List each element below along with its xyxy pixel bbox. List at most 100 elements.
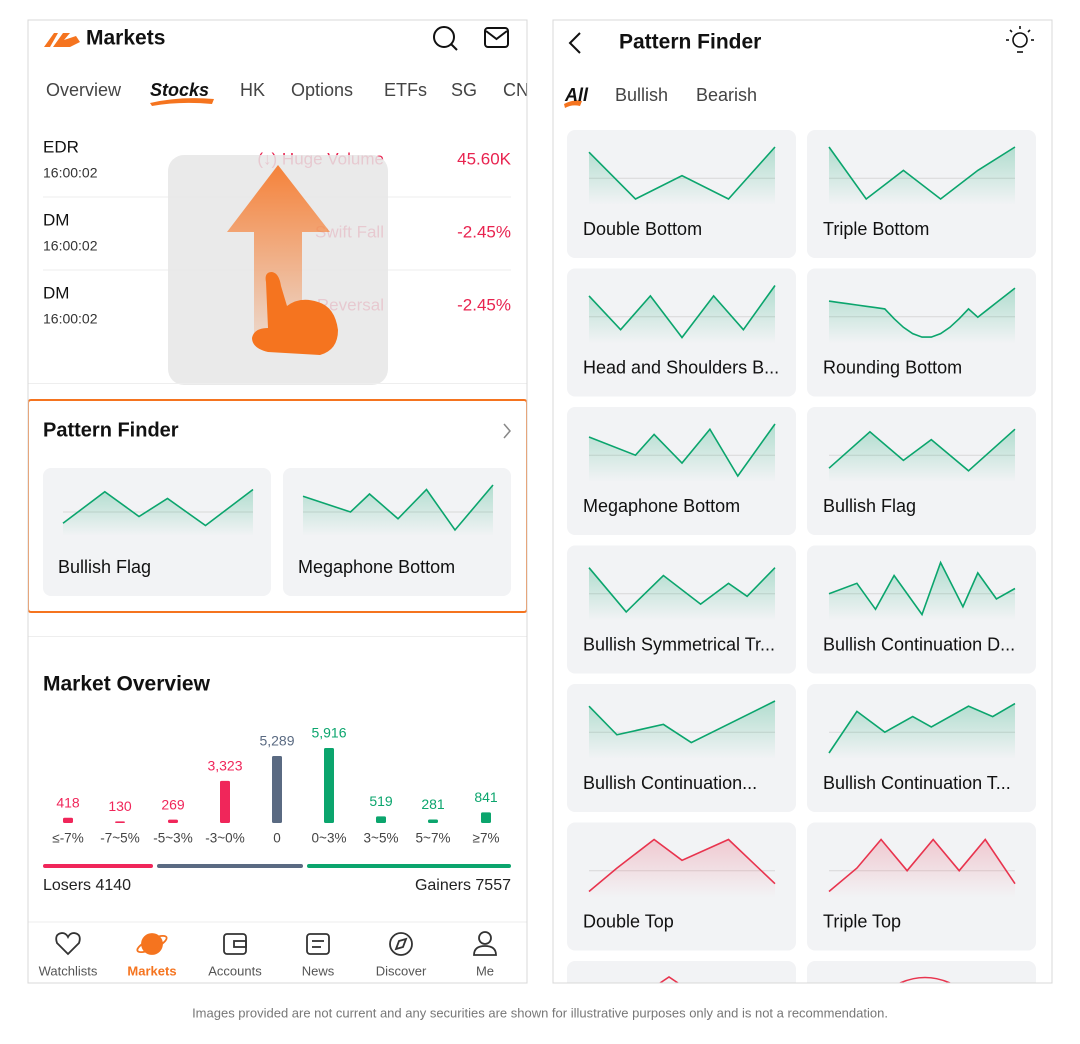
- pattern-line: [588, 146, 776, 200]
- category-label: 0~3%: [312, 831, 347, 846]
- symbol[interactable]: DM: [43, 210, 69, 229]
- category-label: -3~0%: [205, 831, 244, 846]
- bar: [428, 819, 438, 823]
- icon-part: [389, 932, 413, 956]
- icon-part: [473, 945, 497, 956]
- tab[interactable]: HK: [240, 80, 265, 100]
- back-button[interactable]: [568, 32, 581, 54]
- nav-label[interactable]: Me: [476, 963, 494, 978]
- filter-tab[interactable]: Bearish: [696, 85, 757, 105]
- pattern-name: Bullish Symmetrical Tr...: [583, 634, 775, 654]
- value-label: 841: [474, 789, 498, 805]
- phone-frame: [552, 19, 1053, 984]
- pattern-area: [829, 147, 1015, 205]
- bar: [324, 748, 334, 823]
- tips-icon-ray: [1027, 29, 1031, 33]
- pattern-area: [829, 839, 1015, 898]
- bar: [63, 817, 73, 823]
- pattern-area: [829, 703, 1015, 759]
- value-label: 418: [56, 794, 80, 810]
- tips-icon-ray: [1009, 29, 1013, 33]
- pattern-name: Rounding Bottom: [823, 357, 962, 377]
- section-gap: [28, 383, 527, 384]
- pattern-name: Megaphone Bottom: [298, 557, 455, 577]
- tab[interactable]: Overview: [46, 80, 122, 100]
- category-label: -5~3%: [153, 831, 192, 846]
- icon-part: [233, 940, 247, 948]
- tab[interactable]: Options: [291, 80, 353, 100]
- nav-icon[interactable]: [55, 932, 81, 956]
- pattern-line: [828, 428, 1016, 472]
- category-label: 3~5%: [364, 831, 399, 846]
- pattern-area: [829, 562, 1015, 621]
- value-label: 5,916: [311, 725, 346, 741]
- pattern-area: [589, 285, 775, 344]
- nav-icon[interactable]: [389, 932, 413, 956]
- tab[interactable]: CN: [503, 80, 529, 100]
- app-logo: [44, 33, 80, 47]
- pattern-line: [828, 702, 1016, 754]
- nav-label[interactable]: Accounts: [208, 963, 262, 978]
- nav-icon[interactable]: [306, 933, 330, 955]
- change: -2.45%: [457, 222, 511, 241]
- nav-label[interactable]: News: [302, 963, 335, 978]
- pattern-line-partial: [899, 976, 951, 983]
- pattern-card[interactable]: [807, 961, 1036, 1044]
- nav-label[interactable]: Discover: [376, 963, 427, 978]
- mail-icon[interactable]: [484, 27, 509, 48]
- nav-icon[interactable]: [135, 933, 168, 956]
- category-label: 0: [273, 831, 281, 846]
- bar: [272, 755, 282, 823]
- tips-icon[interactable]: [1012, 32, 1028, 48]
- pattern-line: [828, 560, 1016, 617]
- search-icon[interactable]: [433, 26, 455, 48]
- pattern-card[interactable]: [807, 268, 1036, 397]
- tab[interactable]: Stocks: [150, 80, 209, 100]
- icon-part: [394, 937, 408, 951]
- pattern-area: [829, 288, 1015, 344]
- pattern-line: [588, 838, 776, 893]
- pattern-card[interactable]: [567, 268, 796, 397]
- nav-label[interactable]: Watchlists: [39, 963, 98, 978]
- pattern-area: [63, 489, 253, 536]
- swipe-arrow: [227, 165, 330, 345]
- gainers-count: Gainers 7557: [415, 877, 511, 894]
- tab[interactable]: SG: [451, 80, 477, 100]
- value-label: 5,289: [259, 733, 294, 749]
- value-label: 269: [161, 796, 185, 812]
- nav-icon[interactable]: [223, 933, 247, 955]
- nav-label[interactable]: Markets: [127, 963, 176, 978]
- change: -2.45%: [457, 295, 511, 314]
- pattern-finder-highlight: [28, 399, 527, 613]
- pattern-name: Megaphone Bottom: [583, 496, 740, 516]
- icon-part: [306, 933, 330, 955]
- icon-part: [136, 934, 168, 954]
- pattern-finder-screen: Pattern Finder All Bullish Bearish Double Bo…: [553, 20, 1052, 1044]
- bar: [115, 821, 125, 823]
- filter-tab[interactable]: Bullish: [615, 85, 668, 105]
- tab[interactable]: ETFs: [384, 80, 427, 100]
- value-label: 519: [369, 793, 393, 809]
- nav-icon[interactable]: [473, 931, 497, 956]
- pattern-area: [589, 424, 775, 482]
- phone-frame: [27, 19, 528, 984]
- bar: [168, 819, 178, 823]
- pattern-card[interactable]: [567, 961, 796, 1044]
- value-label: 130: [108, 798, 132, 814]
- bar: [481, 812, 491, 823]
- filter-tab[interactable]: All: [564, 85, 589, 105]
- pattern-name: Double Bottom: [583, 219, 702, 239]
- symbol[interactable]: DM: [43, 283, 69, 302]
- pattern-line: [588, 285, 776, 339]
- tab-underline: [564, 100, 582, 108]
- pattern-line: [828, 838, 1016, 893]
- pattern-line: [62, 488, 254, 527]
- hand-icon: [252, 272, 338, 355]
- markets-screen: Markets Overview Stocks HK Options ETFs SG CN ED…: [28, 20, 529, 983]
- category-label: 5~7%: [416, 831, 451, 846]
- section-title[interactable]: Pattern Finder: [43, 419, 179, 441]
- symbol[interactable]: EDR: [43, 137, 79, 156]
- disclaimer: Images provided are not current and any …: [192, 1005, 888, 1020]
- change: 45.60K: [457, 149, 512, 168]
- pattern-name: Bullish Continuation T...: [823, 773, 1011, 793]
